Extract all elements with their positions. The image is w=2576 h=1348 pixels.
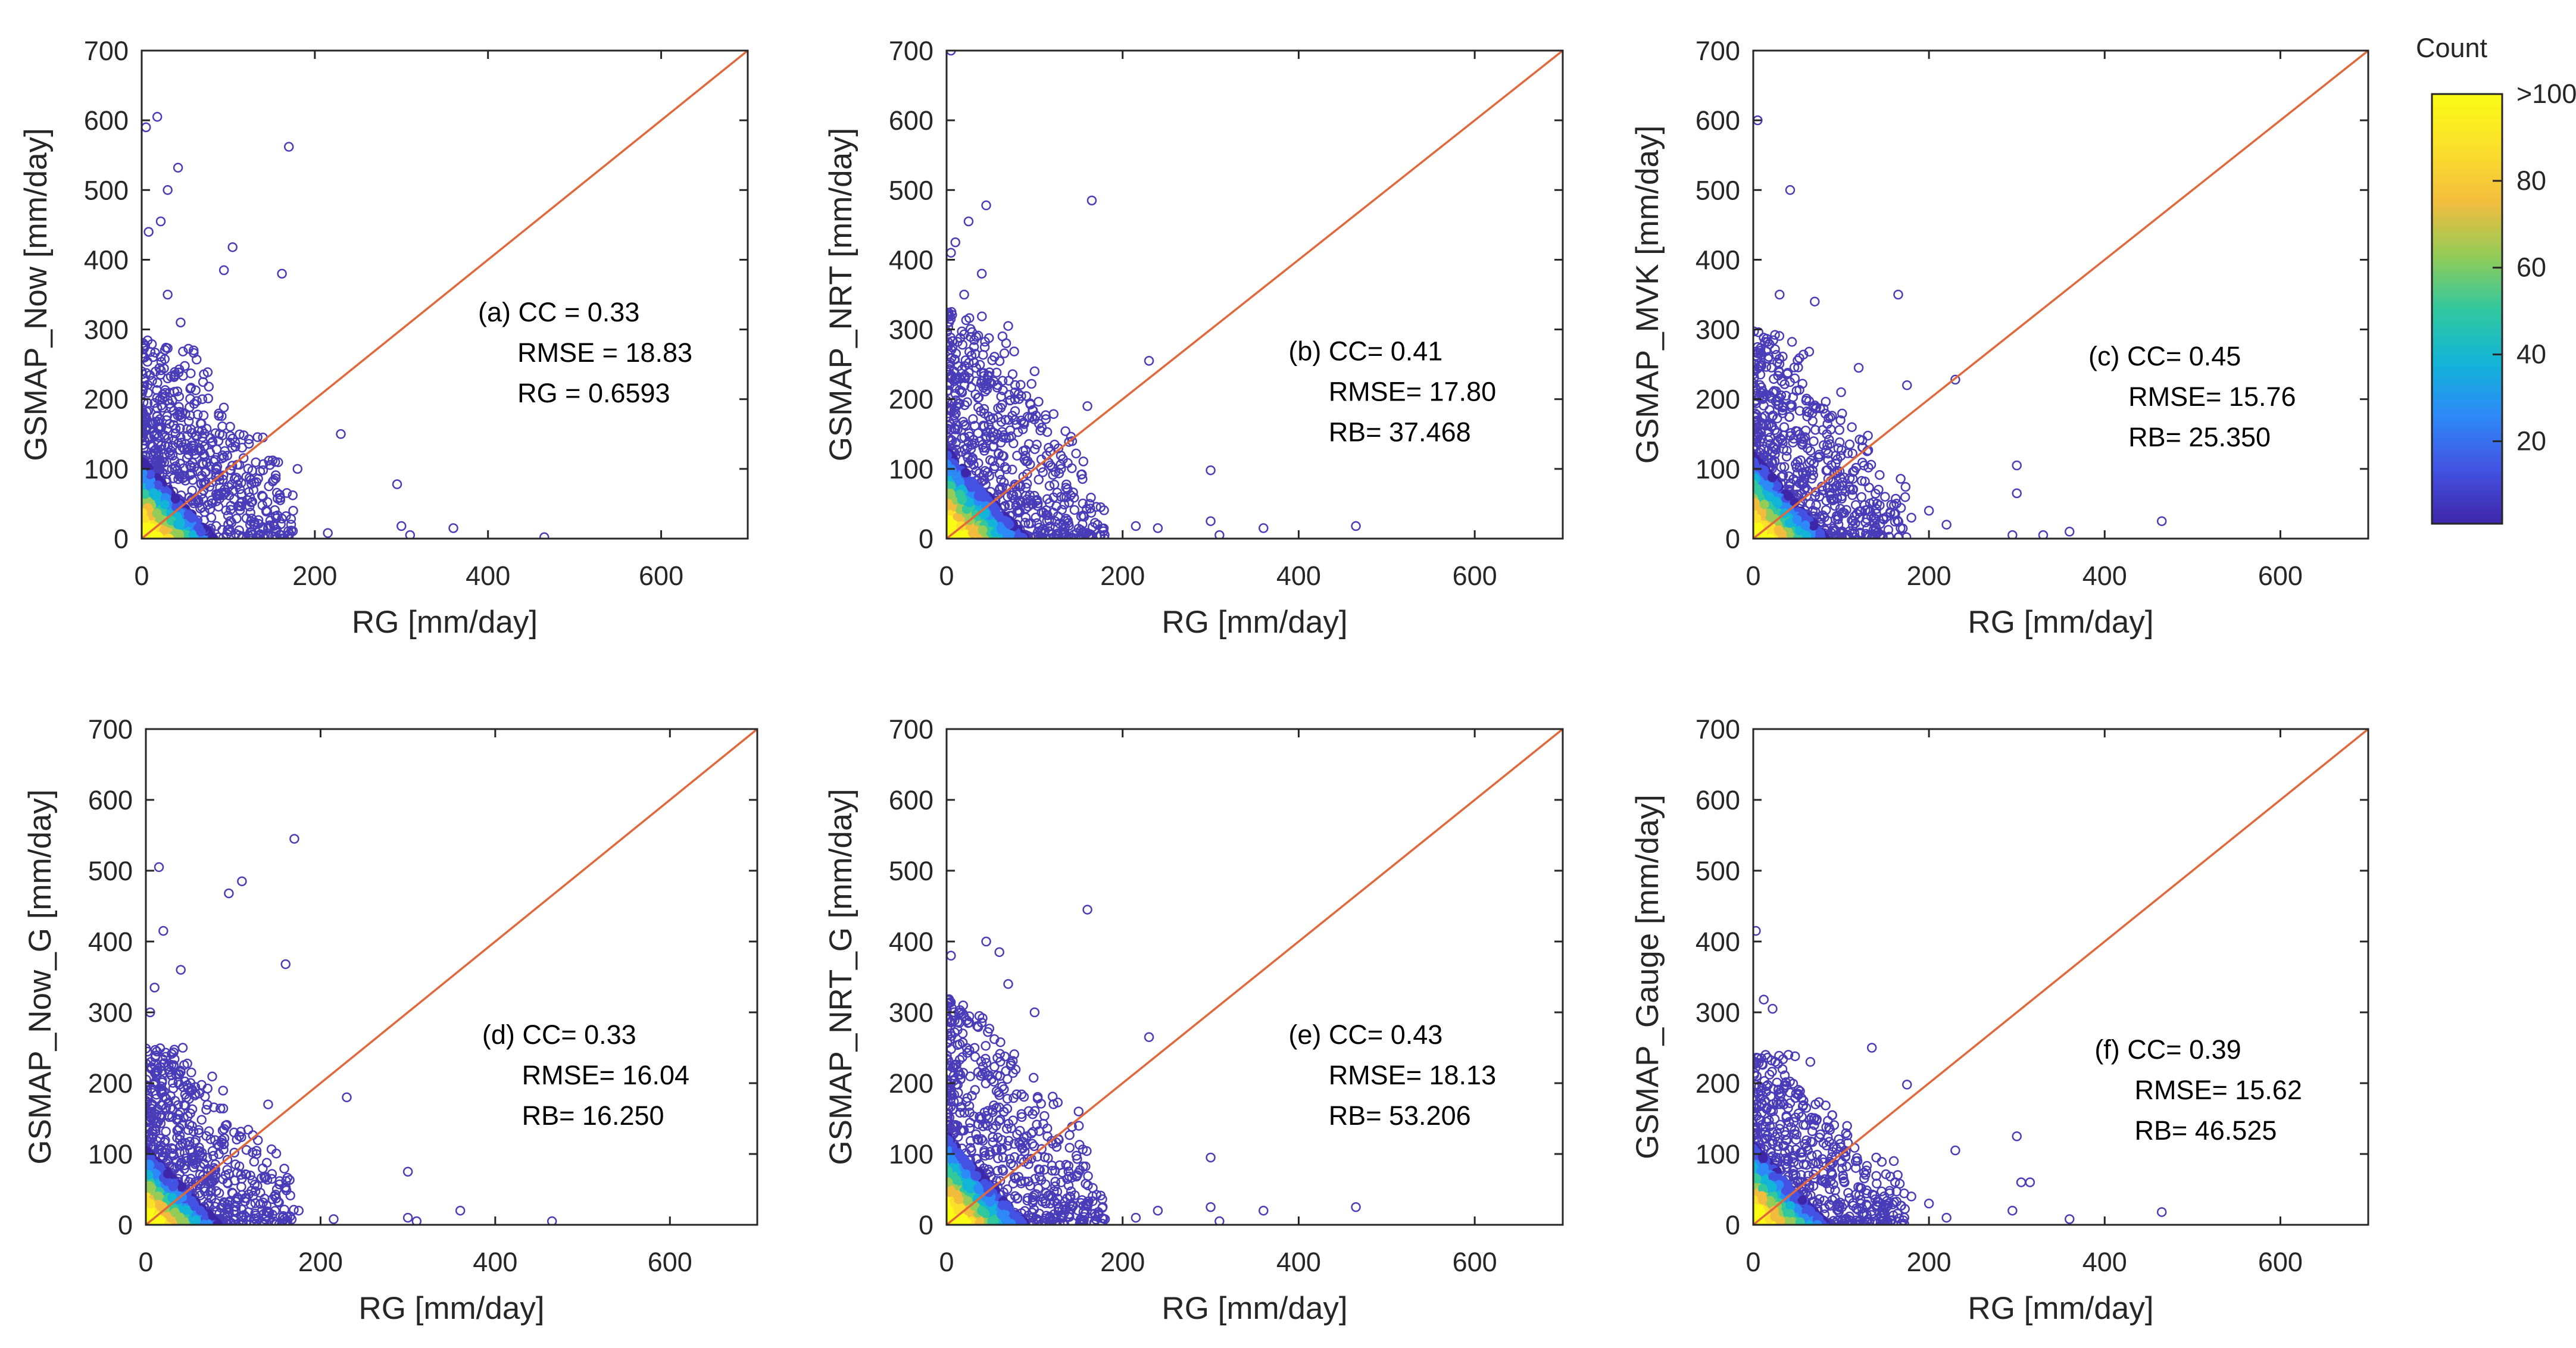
y-tick-label: 200 xyxy=(889,384,933,415)
y-tick-label: 300 xyxy=(84,315,129,345)
scatter-panel-b: 0 200 400 600 0 100 200 300 400 500 600 700 RG [mm/d… xyxy=(823,36,1563,640)
density-point xyxy=(997,525,1006,534)
stats-line: RG = 0.6593 xyxy=(517,378,670,408)
density-point xyxy=(149,489,158,498)
x-tick-label: 600 xyxy=(1453,561,1497,591)
density-point xyxy=(1005,520,1014,529)
y-axis-label: GSMAP_NRT [mm/day] xyxy=(823,128,858,462)
plot-area xyxy=(1748,51,2368,543)
y-tick-label: 400 xyxy=(889,245,933,275)
density-point xyxy=(160,500,170,509)
y-tick-label: 400 xyxy=(84,245,129,275)
y-tick-label: 0 xyxy=(919,524,933,554)
density-point xyxy=(152,508,162,518)
density-point xyxy=(952,472,961,481)
y-axis-label: GSMAP_Now [mm/day] xyxy=(18,128,54,461)
density-point xyxy=(978,526,987,535)
y-tick-label: 600 xyxy=(84,105,129,136)
scatter-panel-a: 0 200 400 600 0 100 200 300 400 500 600 700 RG [mm/d… xyxy=(18,36,748,640)
y-tick-label: 500 xyxy=(889,175,933,205)
x-tick-label: 400 xyxy=(466,561,510,591)
y-tick-label: 500 xyxy=(84,175,129,205)
density-point xyxy=(975,492,984,501)
y-tick-label: 700 xyxy=(889,36,933,66)
density-point xyxy=(957,495,967,505)
density-point xyxy=(173,520,183,529)
x-tick-label: 400 xyxy=(1276,561,1321,591)
y-tick-label: 100 xyxy=(84,454,129,484)
x-tick-label: 0 xyxy=(134,561,149,591)
density-point xyxy=(171,494,180,503)
stats-line: RMSE = 18.83 xyxy=(517,337,692,368)
density-point xyxy=(961,468,970,477)
plot-area xyxy=(137,51,748,543)
y-tick-label: 600 xyxy=(889,105,933,136)
y-tick-label: 100 xyxy=(889,454,933,484)
stats-line: (b) CC= 0.41 xyxy=(1288,336,1442,367)
x-axis-label: RG [mm/day] xyxy=(1161,605,1347,640)
x-axis-label: RG [mm/day] xyxy=(352,605,538,640)
density-point xyxy=(174,533,184,542)
x-tick-label: 0 xyxy=(939,561,954,591)
x-tick-label: 200 xyxy=(292,561,337,591)
y-tick-label: 200 xyxy=(84,384,129,415)
stats-line: (a) CC = 0.33 xyxy=(478,297,639,327)
y-tick-label: 700 xyxy=(84,36,129,66)
density-point xyxy=(154,531,163,541)
density-point xyxy=(994,511,1004,521)
y-tick-label: 300 xyxy=(889,315,933,345)
stats-line: RMSE= 17.80 xyxy=(1329,377,1496,407)
plot-area xyxy=(942,46,1563,543)
density-point xyxy=(184,509,193,519)
density-point xyxy=(964,478,974,488)
x-tick-label: 200 xyxy=(1100,561,1145,591)
density-point xyxy=(194,523,204,533)
density-point xyxy=(943,501,953,511)
stats-line: RB= 37.468 xyxy=(1329,417,1471,448)
x-tick-label: 600 xyxy=(639,561,683,591)
y-tick-label: 0 xyxy=(114,524,129,554)
